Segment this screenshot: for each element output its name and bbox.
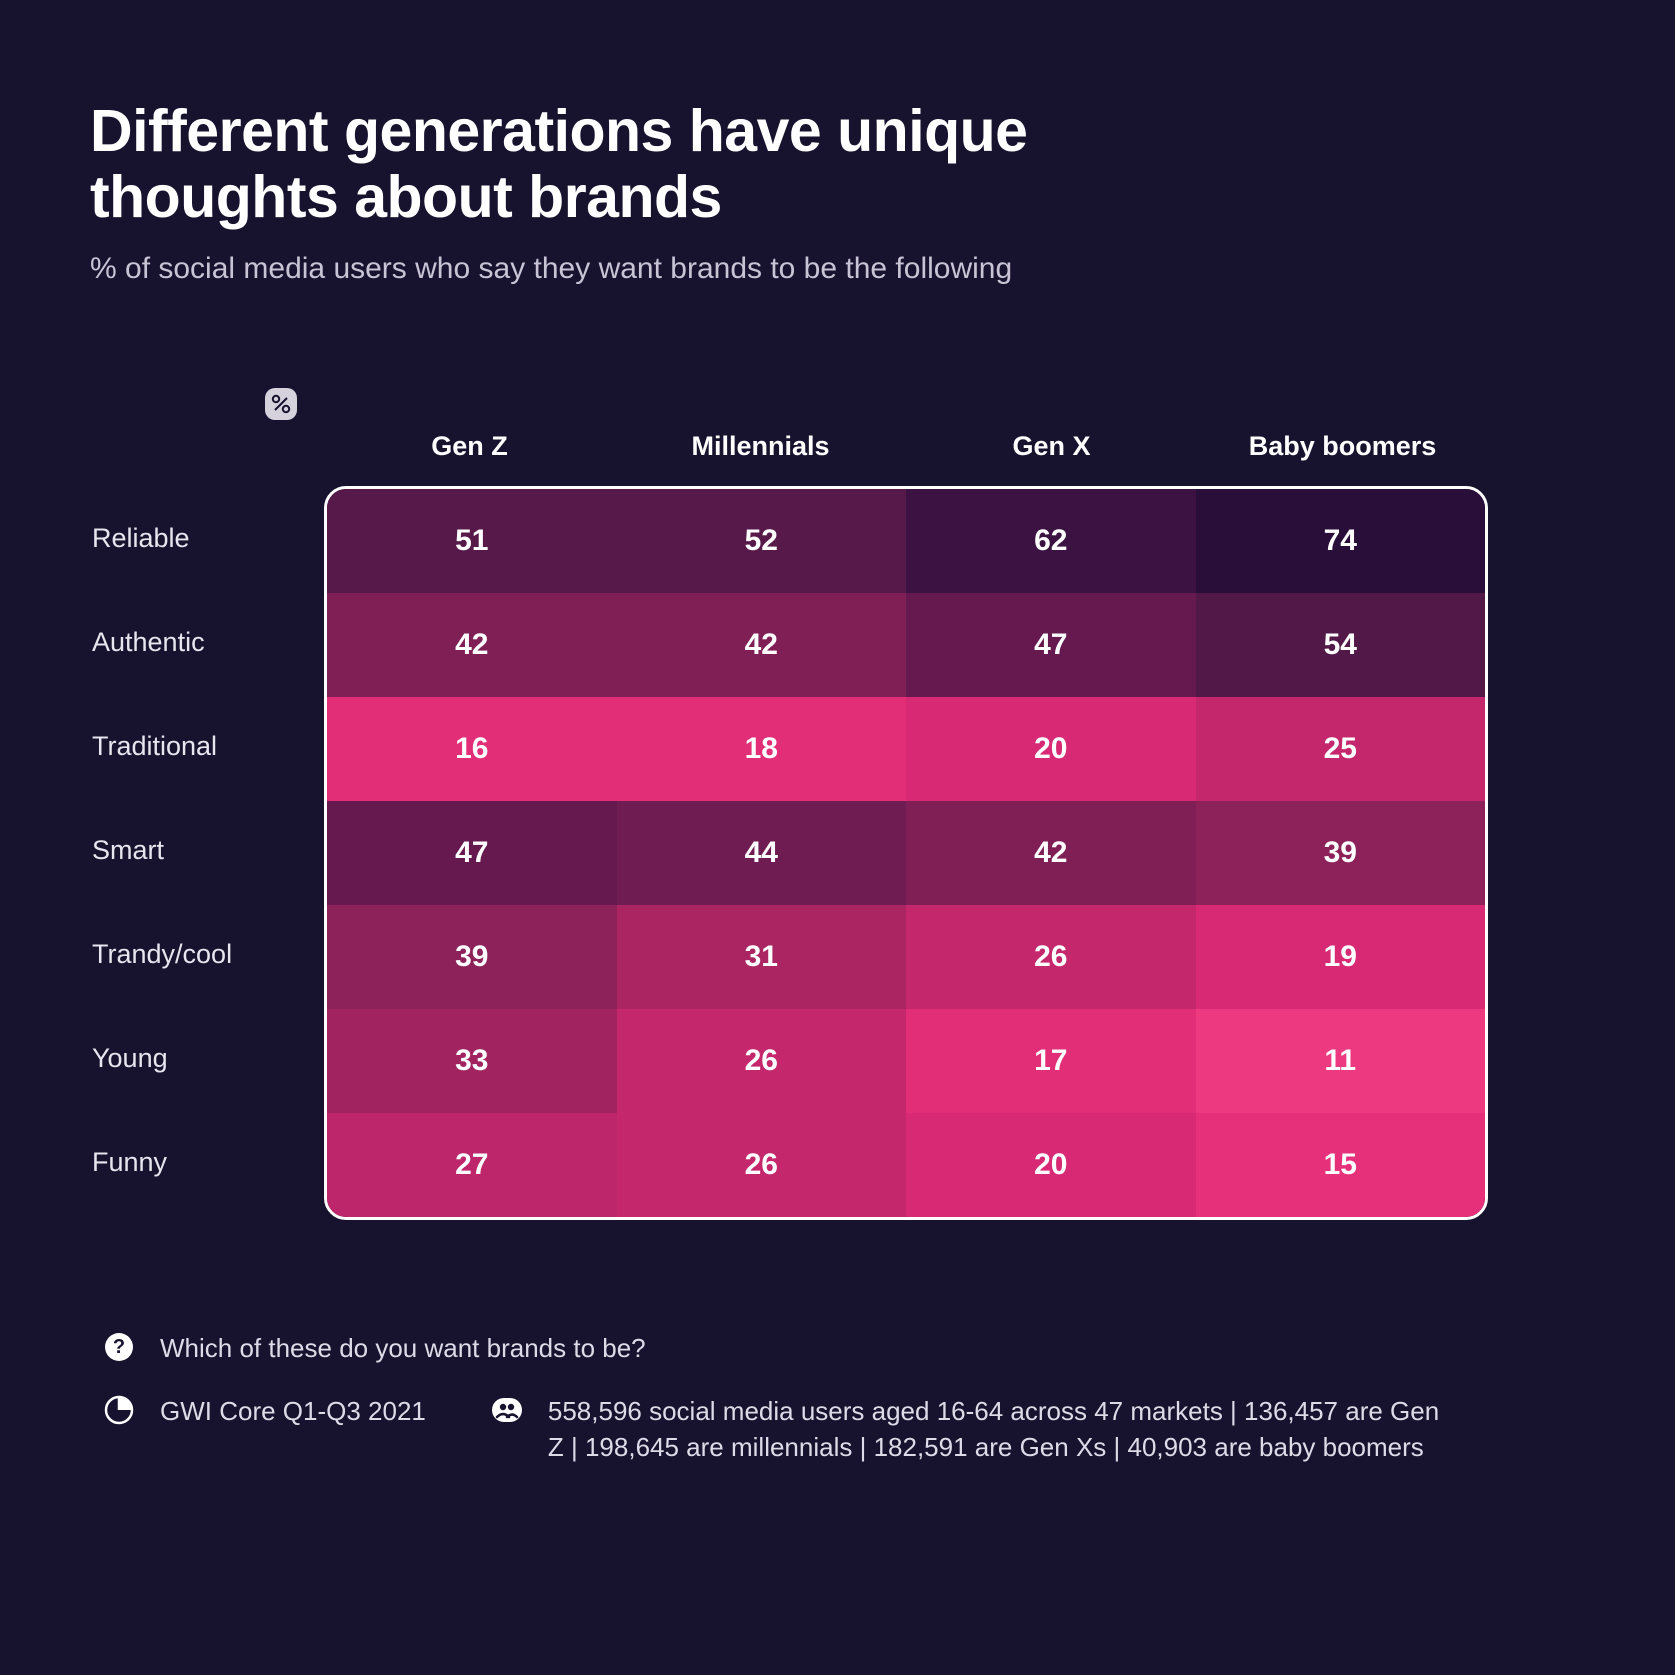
svg-text:?: ? — [113, 1336, 125, 1358]
heatmap-cell: 39 — [327, 905, 617, 1009]
heatmap-cell: 26 — [617, 1113, 907, 1217]
row-label: Funny — [90, 1110, 324, 1214]
heatmap-cell: 19 — [1196, 905, 1486, 1009]
heatmap-cell: 15 — [1196, 1113, 1486, 1217]
heatmap-grid: 5152627442424754161820254744423939312619… — [324, 486, 1488, 1220]
heatmap-chart: Gen Z Millennials Gen X Baby boomers Rel… — [90, 406, 1585, 1220]
source-icon — [102, 1393, 136, 1427]
heatmap-cell: 26 — [617, 1009, 907, 1113]
footer-base: 558,596 social media users aged 16-64 ac… — [548, 1393, 1448, 1466]
percent-icon — [265, 388, 297, 420]
chart-footer: ? Which of these do you want brands to b… — [90, 1330, 1585, 1465]
heatmap-cell: 42 — [906, 801, 1196, 905]
heatmap-cell: 74 — [1196, 489, 1486, 593]
heatmap-cell: 33 — [327, 1009, 617, 1113]
heatmap-cell: 17 — [906, 1009, 1196, 1113]
heatmap-cell: 20 — [906, 697, 1196, 801]
row-labels: ReliableAuthenticTraditionalSmartTrandy/… — [90, 486, 324, 1220]
page-title: Different generations have unique though… — [90, 98, 1290, 230]
heatmap-cell: 18 — [617, 697, 907, 801]
heatmap-cell: 47 — [906, 593, 1196, 697]
heatmap-cell: 42 — [327, 593, 617, 697]
row-label: Trandy/cool — [90, 902, 324, 1006]
row-label: Authentic — [90, 590, 324, 694]
heatmap-cell: 54 — [1196, 593, 1486, 697]
heatmap-cell: 42 — [617, 593, 907, 697]
footer-source: GWI Core Q1-Q3 2021 — [160, 1393, 426, 1429]
row-label: Reliable — [90, 486, 324, 590]
heatmap-cell: 11 — [1196, 1009, 1486, 1113]
heatmap-cell: 44 — [617, 801, 907, 905]
heatmap-cell: 20 — [906, 1113, 1196, 1217]
heatmap-cell: 16 — [327, 697, 617, 801]
column-headers: Gen Z Millennials Gen X Baby boomers — [90, 406, 1585, 486]
col-head-millennials: Millennials — [615, 431, 906, 462]
col-head-genz: Gen Z — [324, 431, 615, 462]
page-subtitle: % of social media users who say they wan… — [90, 252, 1585, 286]
footer-question: Which of these do you want brands to be? — [160, 1330, 646, 1366]
heatmap-cell: 31 — [617, 905, 907, 1009]
heatmap-cell: 25 — [1196, 697, 1486, 801]
col-head-genx: Gen X — [906, 431, 1197, 462]
heatmap-cell: 27 — [327, 1113, 617, 1217]
row-label: Young — [90, 1006, 324, 1110]
heatmap-cell: 47 — [327, 801, 617, 905]
heatmap-cell: 51 — [327, 489, 617, 593]
heatmap-cell: 62 — [906, 489, 1196, 593]
heatmap-cell: 26 — [906, 905, 1196, 1009]
row-label: Traditional — [90, 694, 324, 798]
question-icon: ? — [102, 1330, 136, 1364]
heatmap-cell: 52 — [617, 489, 907, 593]
people-icon — [490, 1393, 524, 1427]
heatmap-cell: 39 — [1196, 801, 1486, 905]
col-head-boomers: Baby boomers — [1197, 431, 1488, 462]
row-label: Smart — [90, 798, 324, 902]
